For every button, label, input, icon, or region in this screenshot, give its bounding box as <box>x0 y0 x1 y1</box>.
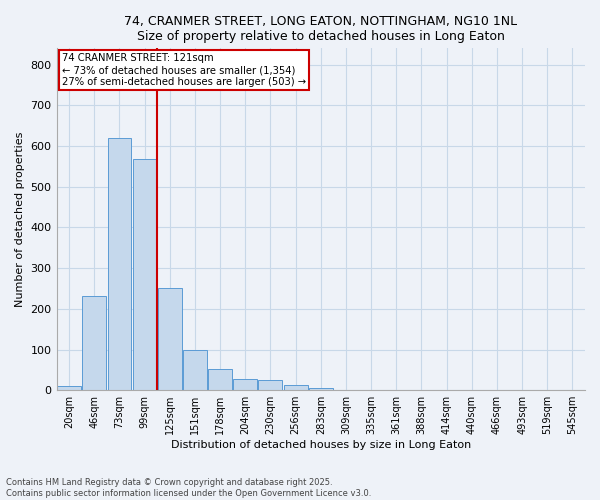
Bar <box>158 288 182 390</box>
Bar <box>57 386 81 390</box>
Bar <box>284 384 308 390</box>
Y-axis label: Number of detached properties: Number of detached properties <box>15 132 25 307</box>
X-axis label: Distribution of detached houses by size in Long Eaton: Distribution of detached houses by size … <box>170 440 471 450</box>
Text: Contains HM Land Registry data © Crown copyright and database right 2025.
Contai: Contains HM Land Registry data © Crown c… <box>6 478 371 498</box>
Bar <box>233 379 257 390</box>
Bar <box>259 380 283 390</box>
Bar <box>107 138 131 390</box>
Bar <box>183 350 207 390</box>
Bar <box>82 296 106 390</box>
Text: 74 CRANMER STREET: 121sqm
← 73% of detached houses are smaller (1,354)
27% of se: 74 CRANMER STREET: 121sqm ← 73% of detac… <box>62 54 306 86</box>
Bar <box>208 368 232 390</box>
Bar <box>309 388 333 390</box>
Bar <box>133 159 157 390</box>
Title: 74, CRANMER STREET, LONG EATON, NOTTINGHAM, NG10 1NL
Size of property relative t: 74, CRANMER STREET, LONG EATON, NOTTINGH… <box>124 15 517 43</box>
